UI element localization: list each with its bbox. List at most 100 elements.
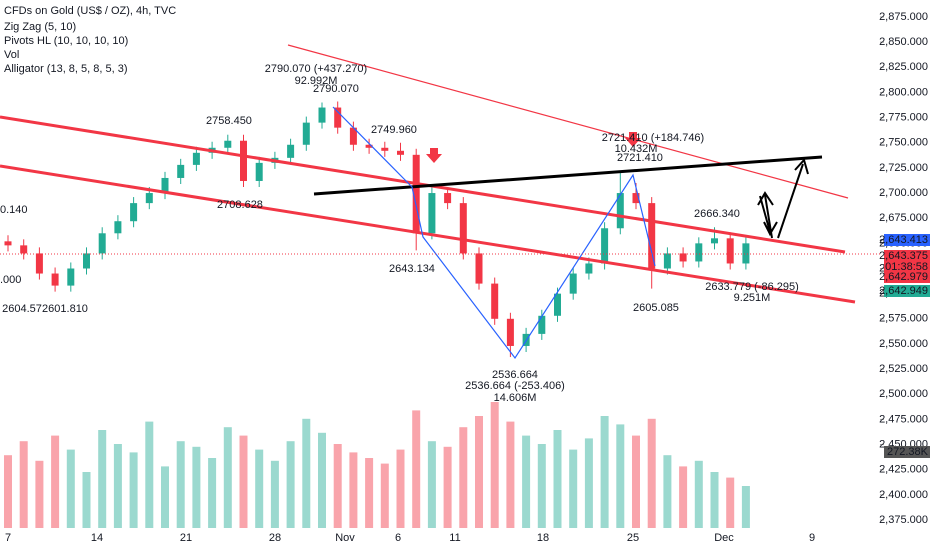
annotation: 2604.57 bbox=[2, 303, 42, 315]
volume-bar bbox=[98, 430, 107, 528]
candle-body bbox=[711, 238, 718, 244]
volume-bar bbox=[51, 435, 60, 528]
chart-title: CFDs on Gold (US$ / OZ), 4h, TVC bbox=[4, 5, 176, 17]
y-tick-label: 2,550.000 bbox=[879, 338, 928, 350]
x-tick-label: 7 bbox=[5, 532, 11, 544]
candle-body bbox=[302, 122, 310, 145]
volume-bar bbox=[600, 416, 609, 528]
volume-bar bbox=[365, 458, 374, 528]
price-tag-label: 2,642.979 bbox=[879, 271, 928, 283]
y-tick-label: 2,750.000 bbox=[879, 137, 928, 149]
volume-bar bbox=[475, 416, 483, 528]
volume-bar bbox=[537, 444, 546, 528]
y-tick-label: 2,850.000 bbox=[879, 36, 928, 48]
x-tick-label: Dec bbox=[714, 532, 734, 544]
candle-body bbox=[726, 238, 734, 264]
volume-bar bbox=[161, 466, 169, 528]
volume-bar bbox=[35, 460, 44, 528]
candle-body bbox=[51, 273, 59, 286]
y-tick-label: 2,775.000 bbox=[879, 112, 928, 124]
price-tag-label: 2,643.413 bbox=[879, 234, 928, 246]
volume-bar bbox=[333, 444, 342, 528]
indicator: Vol bbox=[4, 49, 19, 61]
indicator: Alligator (13, 8, 5, 8, 5, 3) bbox=[4, 63, 128, 75]
volume-bar bbox=[349, 452, 358, 528]
volume-bar bbox=[679, 466, 688, 528]
price-tag bbox=[884, 446, 930, 458]
volume-bar bbox=[66, 449, 75, 528]
candle-body bbox=[334, 107, 342, 128]
annotation: 2721.410 (+184.746) bbox=[602, 132, 704, 144]
annotation: 2749.960 bbox=[371, 124, 417, 136]
candle-body bbox=[318, 107, 326, 123]
annotation: 2536.664 (-253.406) bbox=[465, 380, 565, 392]
volume-bar bbox=[490, 402, 499, 528]
price-tag-label: 2,643.375 bbox=[879, 250, 928, 262]
volume-bar bbox=[113, 444, 122, 528]
volume-bar bbox=[569, 449, 578, 528]
annotation: 2708.628 bbox=[217, 199, 263, 211]
volume-bar bbox=[459, 427, 468, 528]
volume-bar bbox=[239, 435, 248, 528]
price-tag-label: 2,642.949 bbox=[879, 285, 928, 297]
annotation: 2790.070 bbox=[313, 83, 359, 95]
candle-body bbox=[177, 164, 185, 178]
x-tick-label: 9 bbox=[809, 532, 815, 544]
x-tick-label: 25 bbox=[627, 532, 639, 544]
x-tick-label: Nov bbox=[335, 532, 355, 544]
volume-bar bbox=[208, 458, 217, 528]
resistance-line bbox=[313, 155, 823, 196]
annotation: 9.251M bbox=[734, 292, 771, 304]
candle-body bbox=[287, 144, 295, 158]
y-tick-label: 2,800.000 bbox=[879, 86, 928, 98]
marker-arrow bbox=[426, 148, 442, 163]
annotation: 2633.779 (-86.295) bbox=[705, 281, 799, 293]
candle-body bbox=[381, 147, 389, 151]
candle-body bbox=[4, 241, 12, 246]
annotation: 2721.410 bbox=[617, 152, 663, 164]
candle-body bbox=[255, 162, 263, 181]
annotation: 0.140 bbox=[0, 204, 28, 216]
candle-body bbox=[491, 283, 499, 319]
candle-body bbox=[240, 140, 247, 181]
y-tick-label: 2,500.000 bbox=[879, 388, 928, 400]
y-tick-label: 2,875.000 bbox=[879, 11, 928, 23]
candle-body bbox=[349, 127, 357, 145]
channel-line bbox=[0, 115, 846, 254]
candle-body bbox=[365, 144, 373, 148]
volume-bar bbox=[584, 438, 593, 528]
arrow bbox=[777, 157, 809, 239]
price-tag-label: 01:38:58 bbox=[885, 261, 928, 273]
candle-body bbox=[397, 150, 404, 155]
annotation: 2605.085 bbox=[633, 302, 679, 314]
volume-bar bbox=[270, 460, 279, 528]
candle-body bbox=[114, 221, 122, 234]
volume-bar bbox=[302, 418, 311, 528]
price-tag bbox=[884, 271, 930, 283]
y-tick-label: 2,375.000 bbox=[879, 514, 928, 526]
volume-bar bbox=[19, 441, 28, 528]
indicator: Pivots HL (10, 10, 10, 10) bbox=[4, 35, 128, 47]
y-tick-label: 2,675.000 bbox=[879, 212, 928, 224]
volume-bar bbox=[82, 472, 91, 528]
price-tag bbox=[884, 261, 930, 273]
price-tag bbox=[884, 234, 930, 246]
candle-body bbox=[585, 263, 593, 274]
price-tag bbox=[884, 250, 930, 262]
arrow bbox=[757, 191, 778, 239]
volume-bar bbox=[396, 449, 405, 528]
candle-body bbox=[20, 245, 28, 254]
annotation: 2758.450 bbox=[206, 115, 252, 127]
annotation: .000 bbox=[0, 274, 21, 286]
y-tick-label: 2,575.000 bbox=[879, 313, 928, 325]
annotation: 2601.810 bbox=[42, 303, 88, 315]
volume-bar bbox=[616, 424, 625, 528]
candle-body bbox=[601, 228, 609, 264]
y-tick-label: 2,700.000 bbox=[879, 187, 928, 199]
marker-arrow bbox=[625, 132, 641, 147]
candle-body bbox=[67, 268, 75, 286]
volume-bar bbox=[176, 441, 185, 528]
candle-body bbox=[632, 193, 640, 204]
y-tick-label: 2,475.000 bbox=[879, 413, 928, 425]
